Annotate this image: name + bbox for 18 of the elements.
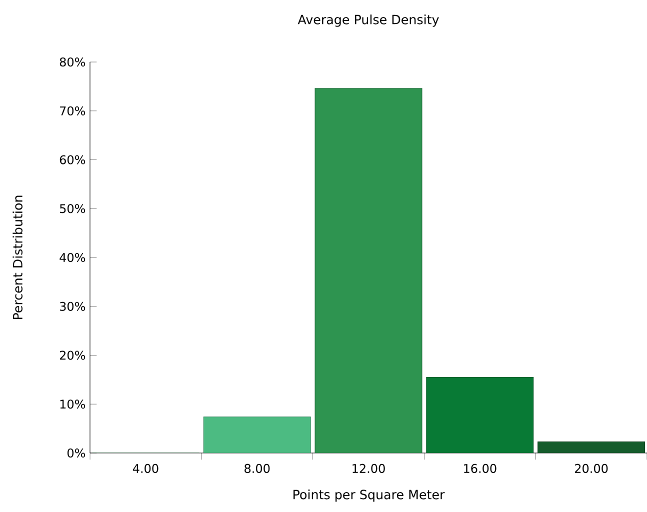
y-tick-label: 40% [60, 252, 86, 262]
y-tick-label: 50% [60, 204, 86, 214]
y-tick-label: 30% [60, 302, 86, 311]
x-tick-label: 12.00 [352, 464, 385, 474]
x-tick-label: 16.00 [464, 464, 496, 474]
x-tick-label: 8.00 [244, 464, 270, 474]
y-tick-label: 60% [60, 155, 86, 164]
y-tick-label: 80% [60, 57, 86, 67]
x-tick-label: 20.00 [575, 464, 608, 474]
y-tick-label: 10% [60, 400, 86, 409]
y-tick-label: 70% [60, 106, 86, 116]
y-tick-label: 0% [67, 448, 86, 458]
x-tick-label: 4.00 [132, 464, 158, 474]
y-axis-title: Percent Distribution [12, 196, 22, 320]
chart-title: Average Pulse Density [298, 14, 439, 27]
y-tick-label: 20% [60, 350, 86, 360]
x-axis-title: Points per Square Meter [294, 490, 445, 502]
bar [426, 376, 534, 453]
